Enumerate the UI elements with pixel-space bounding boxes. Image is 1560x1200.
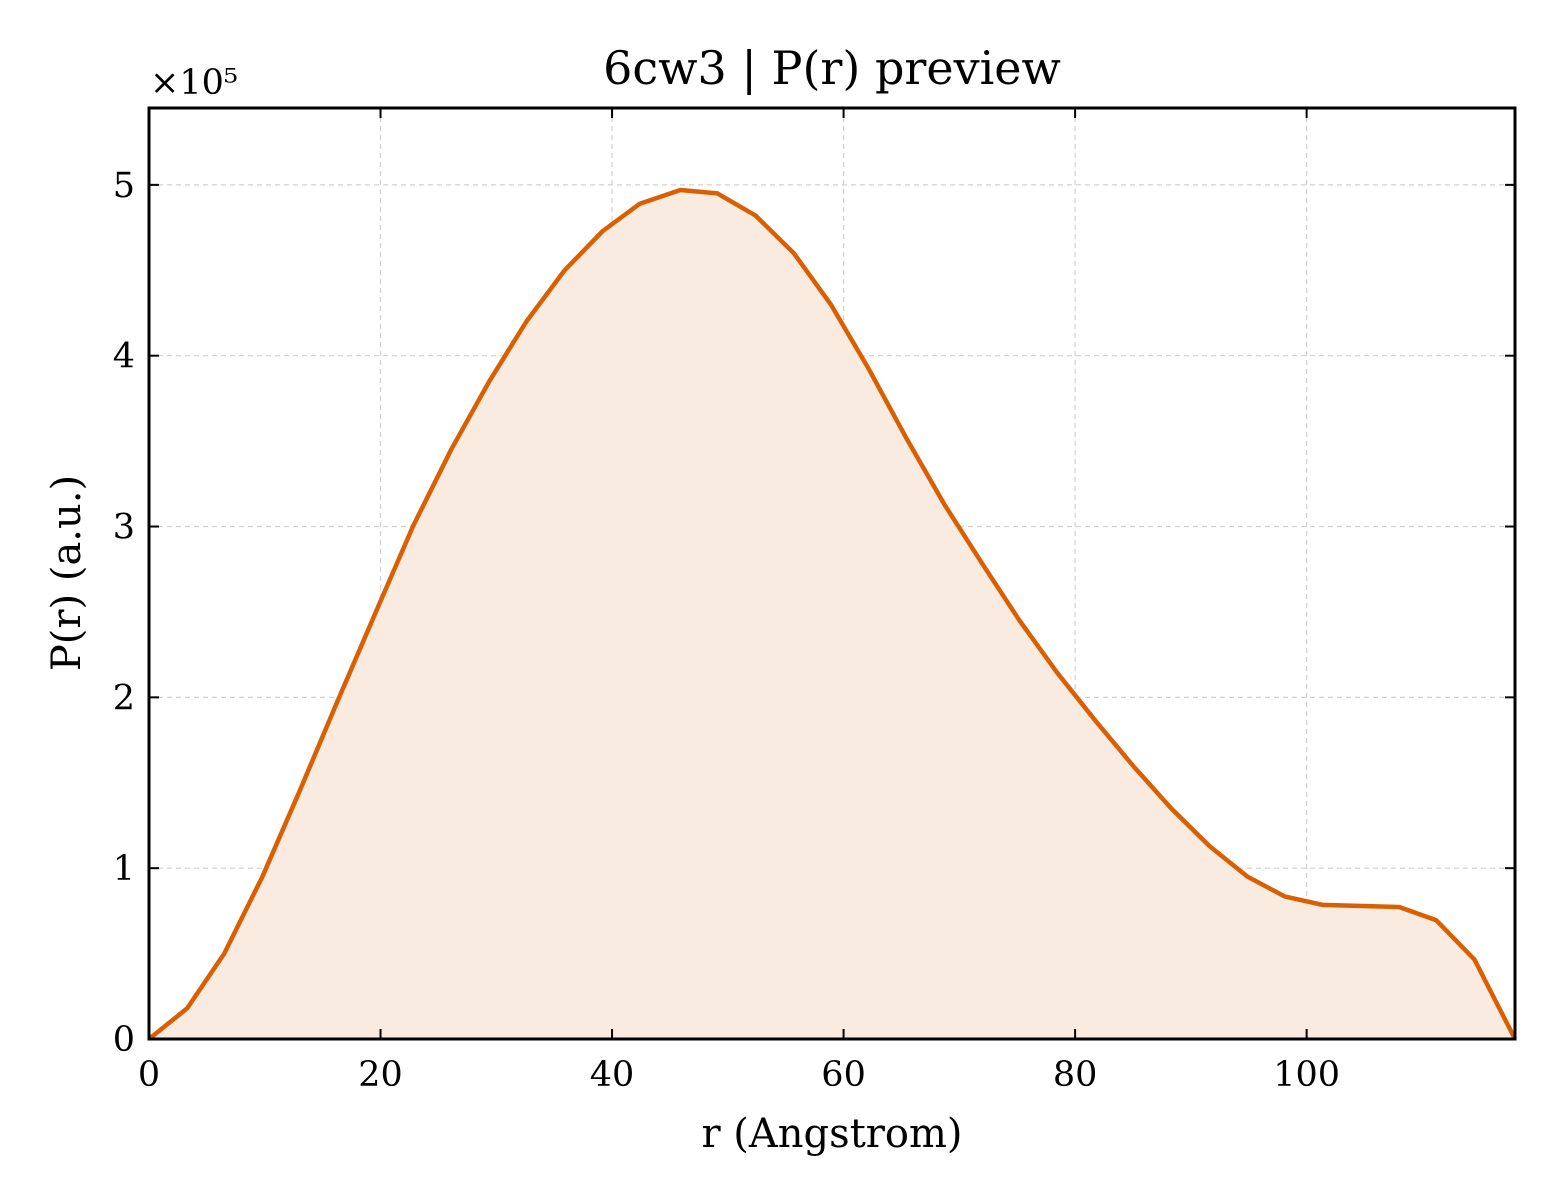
x-tick-label: 60 xyxy=(821,1055,866,1095)
y-tick-label: 5 xyxy=(113,166,135,206)
ticks-layer: 0 20 40 60 80 100 0 1 2 3 4 5 xyxy=(113,108,1515,1095)
y-tick-label: 4 xyxy=(113,337,135,377)
y-axis-multiplier: ×10⁵ xyxy=(150,63,238,103)
y-axis-label: P(r) (a.u.) xyxy=(44,475,90,671)
series-area-fill xyxy=(149,190,1515,1039)
y-tick-label: 2 xyxy=(113,678,135,718)
chart-title: 6cw3 | P(r) preview xyxy=(603,41,1061,95)
plot-frame xyxy=(147,106,1517,1041)
x-tick-label: 0 xyxy=(138,1055,160,1095)
y-tick-label: 3 xyxy=(113,508,135,548)
series-layer xyxy=(147,187,1518,1041)
x-tick-label: 80 xyxy=(1053,1055,1098,1095)
x-axis-label: r (Angstrom) xyxy=(701,1111,962,1157)
y-tick-label: 0 xyxy=(113,1020,135,1060)
series-line xyxy=(147,187,1518,1041)
x-tick-label: 100 xyxy=(1273,1055,1340,1095)
x-tick-label: 20 xyxy=(358,1055,403,1095)
x-tick-label: 40 xyxy=(590,1055,635,1095)
y-tick-label: 1 xyxy=(113,849,135,889)
